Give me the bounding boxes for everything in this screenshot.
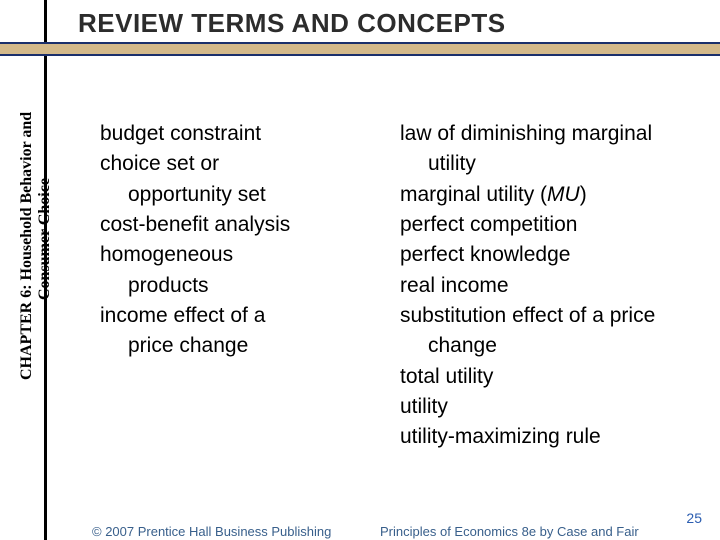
term-line: choice set or: [100, 150, 350, 178]
book-title-text: Principles of Economics 8e by Case and F…: [380, 524, 639, 539]
term-line: opportunity set: [100, 181, 350, 209]
term-line: law of diminishing marginal: [400, 120, 700, 148]
copyright-text: © 2007 Prentice Hall Business Publishing: [92, 524, 331, 539]
term-line: income effect of a: [100, 302, 350, 330]
term-line: substitution effect of a price: [400, 302, 700, 330]
term-line: change: [400, 332, 700, 360]
term-line: cost-benefit analysis: [100, 211, 350, 239]
term-line: homogeneous: [100, 241, 350, 269]
chapter-subtitle: Consumer Choice: [36, 178, 54, 300]
term-line: marginal utility (MU): [400, 181, 700, 209]
term-line: perfect competition: [400, 211, 700, 239]
chapter-label: CHAPTER 6: Household Behavior and: [18, 112, 36, 380]
page-title: REVIEW TERMS AND CONCEPTS: [78, 8, 506, 39]
term-line: utility: [400, 393, 700, 421]
page-number: 25: [686, 510, 702, 526]
term-line: utility: [400, 150, 700, 178]
terms-column-left: budget constraintchoice set or opportunit…: [100, 120, 350, 363]
term-line: total utility: [400, 363, 700, 391]
term-line: real income: [400, 272, 700, 300]
term-line: price change: [100, 332, 350, 360]
term-line: budget constraint: [100, 120, 350, 148]
term-line: utility-maximizing rule: [400, 423, 700, 451]
term-line: perfect knowledge: [400, 241, 700, 269]
header-underline-bar: [0, 42, 720, 56]
terms-column-right: law of diminishing marginalutilitymargin…: [400, 120, 700, 454]
term-line: products: [100, 272, 350, 300]
